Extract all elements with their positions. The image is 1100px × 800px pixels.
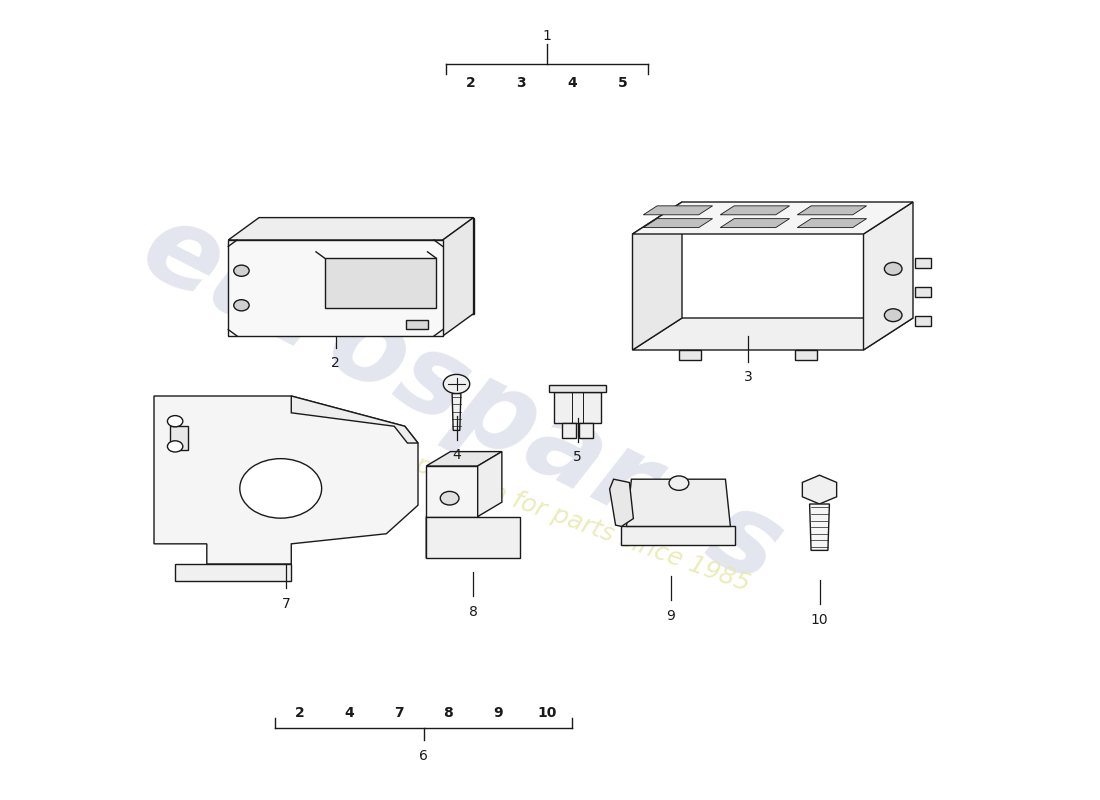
- Polygon shape: [260, 218, 473, 314]
- Polygon shape: [452, 394, 461, 430]
- Polygon shape: [864, 202, 913, 350]
- Polygon shape: [427, 451, 502, 466]
- Text: 6: 6: [419, 749, 428, 763]
- Polygon shape: [609, 479, 634, 526]
- Polygon shape: [169, 426, 188, 450]
- Polygon shape: [554, 393, 601, 423]
- Text: 7: 7: [282, 597, 290, 611]
- Text: 3: 3: [517, 76, 526, 90]
- Polygon shape: [175, 564, 292, 581]
- Polygon shape: [427, 466, 477, 517]
- Text: 10: 10: [538, 706, 557, 720]
- Polygon shape: [632, 202, 913, 234]
- Polygon shape: [621, 526, 735, 545]
- Text: 5: 5: [618, 76, 627, 90]
- Polygon shape: [644, 206, 713, 214]
- Polygon shape: [549, 385, 606, 393]
- Polygon shape: [477, 451, 502, 517]
- Text: 8: 8: [469, 605, 477, 619]
- Polygon shape: [562, 423, 576, 438]
- Polygon shape: [720, 206, 790, 214]
- Circle shape: [240, 458, 321, 518]
- Polygon shape: [794, 350, 816, 360]
- Polygon shape: [229, 218, 473, 240]
- Polygon shape: [798, 218, 867, 227]
- Polygon shape: [915, 316, 931, 326]
- Polygon shape: [632, 202, 682, 350]
- Text: eurospares: eurospares: [124, 193, 800, 607]
- Polygon shape: [579, 423, 593, 438]
- Polygon shape: [720, 218, 790, 227]
- Polygon shape: [802, 475, 837, 504]
- Text: 2: 2: [295, 706, 305, 720]
- Polygon shape: [406, 320, 428, 330]
- Polygon shape: [626, 479, 730, 526]
- Circle shape: [167, 416, 183, 427]
- Polygon shape: [798, 206, 867, 214]
- Circle shape: [884, 309, 902, 322]
- Polygon shape: [810, 504, 829, 550]
- Polygon shape: [644, 218, 713, 227]
- Text: 4: 4: [568, 76, 576, 90]
- Circle shape: [233, 265, 249, 276]
- Circle shape: [884, 262, 902, 275]
- Polygon shape: [915, 258, 931, 268]
- Polygon shape: [229, 240, 442, 336]
- Text: 9: 9: [667, 609, 675, 622]
- Text: 1: 1: [542, 29, 551, 43]
- Circle shape: [167, 441, 183, 452]
- Circle shape: [669, 476, 689, 490]
- Text: 2: 2: [466, 76, 475, 90]
- Text: 4: 4: [452, 448, 461, 462]
- Text: 3: 3: [744, 370, 752, 384]
- Polygon shape: [632, 318, 913, 350]
- Text: 7: 7: [394, 706, 404, 720]
- Text: 5: 5: [573, 450, 582, 464]
- Polygon shape: [427, 517, 519, 558]
- Circle shape: [233, 300, 249, 311]
- Polygon shape: [292, 396, 418, 443]
- Polygon shape: [680, 350, 702, 360]
- Text: a passion for parts since 1985: a passion for parts since 1985: [390, 444, 754, 596]
- Polygon shape: [442, 218, 473, 336]
- Polygon shape: [915, 287, 931, 297]
- Circle shape: [440, 491, 459, 505]
- Text: 8: 8: [443, 706, 453, 720]
- Text: 10: 10: [811, 613, 828, 627]
- Text: 2: 2: [331, 356, 340, 370]
- Polygon shape: [427, 517, 519, 558]
- Text: 9: 9: [493, 706, 503, 720]
- Polygon shape: [324, 258, 437, 308]
- Circle shape: [443, 374, 470, 394]
- Polygon shape: [154, 396, 418, 564]
- Text: 4: 4: [344, 706, 354, 720]
